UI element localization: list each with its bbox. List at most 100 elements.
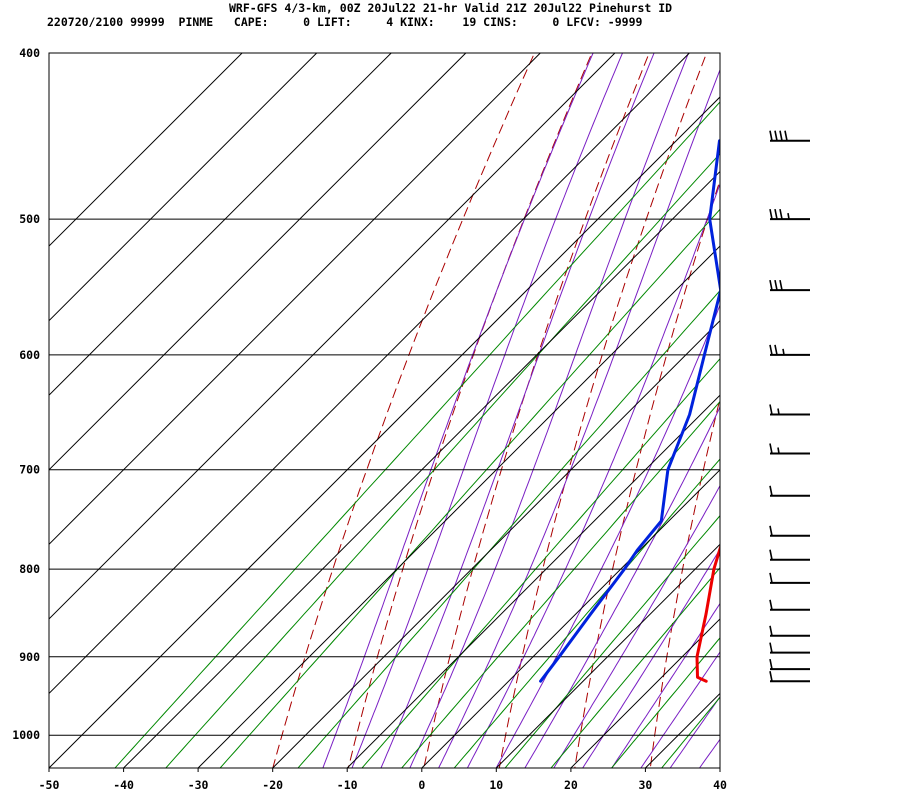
wind-barb-flag [769, 485, 773, 496]
chart-title: WRF-GFS 4/3-km, 00Z 20Jul22 21-hr Valid … [229, 1, 673, 15]
mixing-ratio-line [504, 514, 720, 768]
x-tick-label: -50 [39, 778, 60, 792]
isotherm [49, 53, 690, 695]
x-tick-label: -30 [188, 778, 209, 792]
isotherm [49, 53, 243, 247]
wind-barb-flag [769, 443, 773, 454]
wind-barb [769, 404, 810, 416]
profiles [539, 139, 720, 683]
wind-barb [769, 208, 810, 221]
x-tick-label: -10 [337, 778, 358, 792]
wind-barb [769, 658, 810, 671]
wind-barb-flag [779, 279, 783, 291]
wind-barb-flag [769, 599, 773, 610]
wind-barb-flag [784, 130, 788, 141]
mixing-ratio-line [297, 289, 720, 768]
wind-barb [769, 599, 810, 611]
y-tick-label: 800 [19, 562, 40, 576]
x-tick-label: 20 [564, 778, 578, 792]
dry-adiabat [347, 53, 593, 768]
isotherm [645, 692, 720, 768]
wind-barb-flag [769, 625, 773, 636]
mixing-ratio-line [165, 152, 720, 768]
dry-adiabat [725, 15, 891, 779]
isotherm [49, 96, 720, 768]
moist-adiabat [351, 53, 624, 768]
isotherm [49, 53, 318, 322]
mixing-ratio-line [401, 400, 720, 768]
y-tick-label: 700 [19, 463, 40, 477]
moist-adiabat [640, 651, 720, 768]
wind-barb-flag [769, 525, 773, 536]
wind-barb-flag [779, 130, 783, 141]
moist-adiabat [438, 68, 720, 768]
wind-barb-flag [769, 279, 773, 291]
mixing-ratio-line [219, 208, 720, 768]
wind-barb [769, 485, 810, 497]
background-lines [114, 15, 900, 779]
isotherm [570, 618, 720, 768]
dry-adiabat [272, 53, 536, 768]
wind-barb-flag [769, 572, 773, 584]
wind-barb-flag [769, 658, 773, 670]
mixing-ratio-line [361, 358, 720, 768]
wind-barb [769, 443, 810, 455]
moist-adiabat [698, 738, 720, 768]
wind-barb-half [787, 212, 790, 220]
wind-barb-flag [769, 671, 773, 682]
y-tick-label: 1000 [12, 728, 40, 742]
mixing-ratio-line [661, 696, 720, 768]
wind-barb [769, 671, 810, 683]
pressure-axis: 400 500 600 700 800 900 1000 [12, 46, 40, 742]
isotherm [49, 53, 541, 546]
x-tick-label: 30 [638, 778, 652, 792]
dry-adiabat [649, 396, 720, 768]
moist-adiabat [380, 53, 655, 768]
moist-adiabat [524, 405, 720, 768]
mixing-ratio-line [610, 637, 720, 768]
x-tick-label: 40 [713, 778, 727, 792]
mixing-ratio-line [114, 101, 720, 768]
wind-barb [769, 549, 810, 561]
wind-barb-flag [774, 208, 778, 220]
wind-barb [769, 525, 810, 537]
isotherm [123, 170, 720, 768]
dry-adiabat [876, 15, 900, 779]
wind-barb [769, 642, 810, 654]
wind-barb-half [782, 348, 785, 356]
grid-lines [49, 53, 720, 768]
wind-barb [769, 344, 810, 356]
wind-barb-flag [769, 344, 773, 356]
isotherm [49, 53, 616, 620]
isotherm [421, 469, 720, 768]
wind-barb-flag [774, 279, 778, 291]
isotherm [272, 319, 720, 768]
x-tick-label: 10 [489, 778, 503, 792]
x-tick-label: -20 [262, 778, 283, 792]
moist-adiabat [322, 53, 594, 768]
y-tick-label: 500 [19, 212, 40, 226]
isotherm [346, 394, 720, 768]
plot-frame [48, 52, 721, 769]
mixing-ratio-line [453, 458, 720, 768]
moist-adiabat [466, 182, 720, 768]
dry-adiabat [498, 53, 708, 768]
sounding-indices: 220720/2100 99999 PINME CAPE: 0 LIFT: 4 … [47, 15, 643, 29]
moist-adiabat [553, 484, 720, 768]
isotherm [719, 767, 720, 768]
moist-adiabat [409, 53, 690, 768]
temperature-axis: -50 -40 -30 -20 -10 0 10 20 30 40 [39, 768, 727, 792]
y-tick-label: 600 [19, 348, 40, 362]
y-tick-label: 400 [19, 46, 40, 60]
moist-adiabat [582, 548, 720, 768]
wind-barb-flag [774, 130, 778, 141]
isotherm [49, 53, 392, 396]
wind-barb-flag [769, 208, 773, 220]
wind-barb-half [777, 408, 780, 415]
wind-barb [769, 625, 810, 637]
isotherm [49, 53, 467, 471]
temperature-profile [695, 543, 720, 683]
wind-barb [769, 572, 810, 584]
x-tick-label: -40 [113, 778, 134, 792]
dewpoint-profile [539, 139, 720, 683]
